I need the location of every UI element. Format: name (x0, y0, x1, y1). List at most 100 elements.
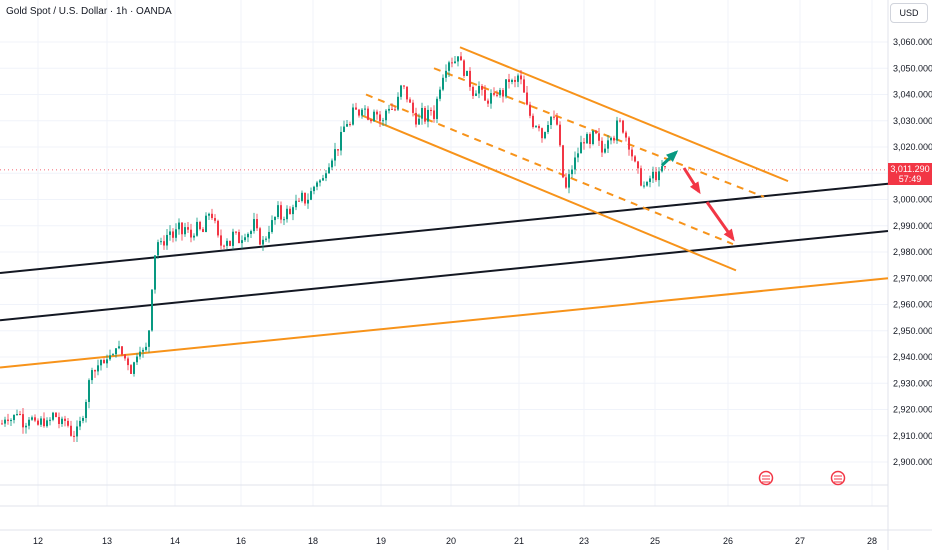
candle-body (274, 216, 276, 221)
candle-body (613, 137, 615, 141)
candles (1, 52, 666, 443)
candle-body (73, 435, 75, 437)
candle-body (337, 149, 339, 151)
candle-body (556, 117, 558, 125)
candle-body (187, 227, 189, 230)
candle-body (106, 359, 108, 364)
candle-body (496, 94, 498, 96)
candle-body (562, 145, 564, 178)
candle-body (511, 79, 513, 83)
candle-body (91, 370, 93, 381)
candle-body (256, 219, 258, 229)
candle-body (52, 412, 54, 420)
candle-body (388, 108, 390, 111)
candle-body (430, 109, 432, 111)
candle-body (247, 233, 249, 238)
arrow-down-icon[interactable] (705, 201, 735, 242)
candle-body (154, 255, 156, 290)
black-trendline[interactable] (0, 182, 889, 274)
candle-body (55, 412, 57, 418)
candle-body (514, 79, 516, 82)
chart-title[interactable]: Gold Spot / U.S. Dollar · 1h · OANDA (6, 6, 172, 17)
candle-body (4, 419, 6, 424)
candle-body (94, 370, 96, 372)
us-flag-icon (830, 470, 846, 486)
candle-body (34, 417, 36, 421)
candle-body (631, 149, 633, 157)
candle-body (607, 140, 609, 149)
candle-body (79, 420, 81, 427)
candle-body (178, 222, 180, 230)
candle-body (148, 330, 150, 347)
candle-body (652, 171, 654, 179)
candle-body (292, 207, 294, 215)
candle-body (616, 120, 618, 141)
candle-body (544, 132, 546, 139)
candle-body (346, 124, 348, 127)
economic-event-icon[interactable] (830, 470, 846, 486)
candle-body (661, 166, 663, 172)
black-trendline[interactable] (0, 230, 889, 322)
arrow-up-icon[interactable] (660, 150, 679, 167)
candle-body (259, 228, 261, 245)
candle-body (310, 191, 312, 200)
candle-body (628, 137, 630, 150)
candle-body (490, 93, 492, 104)
candle-body (634, 156, 636, 162)
candle-body (265, 238, 267, 240)
channel-lower-line[interactable] (361, 114, 737, 272)
economic-event-icon[interactable] (758, 470, 774, 486)
candle-body (124, 354, 126, 359)
candle-body (139, 351, 141, 357)
x-tick-label: 13 (102, 536, 112, 546)
candle-body (202, 229, 204, 233)
candle-body (82, 417, 84, 421)
candle-body (199, 221, 201, 230)
candle-body (646, 181, 648, 186)
candle-body (121, 346, 123, 355)
bar-countdown: 57:49 (898, 174, 922, 184)
candle-body (604, 148, 606, 153)
last-price-value: 3,011.290 (890, 164, 930, 174)
candle-body (196, 221, 198, 236)
candle-body (436, 98, 438, 119)
candle-body (115, 348, 117, 355)
candle-body (451, 62, 453, 64)
candle-body (28, 419, 30, 426)
candle-body (61, 418, 63, 424)
candle-body (19, 414, 21, 416)
arrow-down-icon[interactable] (682, 167, 701, 195)
candle-body (577, 153, 579, 158)
x-tick-label: 25 (650, 536, 660, 546)
forecast-arrows[interactable] (660, 150, 735, 242)
candle-body (529, 104, 531, 116)
x-tick-label: 28 (867, 536, 877, 546)
candle-body (133, 362, 135, 374)
candle-body (13, 414, 15, 421)
x-tick-label: 27 (795, 536, 805, 546)
candle-body (508, 79, 510, 83)
candle-body (163, 241, 165, 246)
orange-trendline[interactable] (0, 277, 889, 369)
candle-body (217, 220, 219, 236)
candle-body (415, 112, 417, 125)
x-tick-label: 26 (723, 536, 733, 546)
support-lines[interactable] (0, 182, 889, 369)
last-price-tag: 3,011.290 57:49 (888, 163, 932, 185)
candle-body (406, 86, 408, 100)
candle-body (484, 89, 486, 101)
candle-body (454, 61, 456, 64)
channel-upper-line[interactable] (459, 46, 789, 183)
currency-button[interactable]: USD (890, 3, 928, 23)
candle-body (118, 346, 120, 349)
x-tick-label: 14 (170, 536, 180, 546)
candle-body (475, 93, 477, 96)
candle-body (211, 213, 213, 219)
candle-body (172, 231, 174, 238)
candle-body (100, 359, 102, 366)
candle-body (49, 419, 51, 421)
candle-body (655, 171, 657, 181)
candle-body (391, 108, 393, 110)
candle-body (352, 107, 354, 125)
